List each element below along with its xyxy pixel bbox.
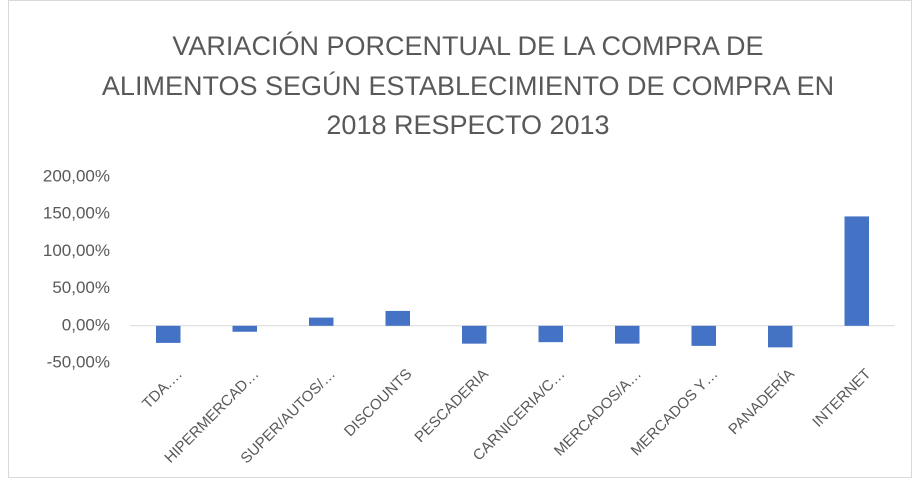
- bar: [385, 310, 410, 326]
- bar: [462, 325, 487, 344]
- x-tick-label: TDA.…: [139, 366, 186, 413]
- bar: [538, 325, 563, 343]
- bar: [691, 325, 716, 346]
- chart-frame: [8, 0, 912, 478]
- x-tick-label: DISCOUNTS: [341, 366, 415, 440]
- chart-title: VARIACIÓN PORCENTUAL DE LA COMPRA DE: [172, 30, 763, 61]
- bar: [309, 317, 334, 326]
- y-tick-label: -50,00%: [47, 352, 110, 371]
- bar: [768, 325, 793, 348]
- y-tick-label: 200,00%: [43, 166, 110, 185]
- x-tick-label: PESCADERIA: [411, 366, 491, 446]
- bar: [615, 325, 640, 344]
- y-tick-label: 50,00%: [52, 278, 110, 297]
- chart-title: 2018 RESPECTO 2013: [326, 110, 609, 140]
- x-tick-label: INTERNET: [809, 366, 874, 431]
- bar: [232, 325, 257, 332]
- bar: [844, 216, 869, 326]
- bar: [156, 325, 181, 343]
- y-tick-label: 150,00%: [43, 204, 110, 223]
- y-tick-label: 100,00%: [43, 241, 110, 260]
- chart-title: ALIMENTOS SEGÚN ESTABLECIMIENTO DE COMPR…: [102, 70, 834, 101]
- x-tick-label: PANADERÍA: [725, 366, 798, 439]
- y-tick-label: 0,00%: [62, 315, 110, 334]
